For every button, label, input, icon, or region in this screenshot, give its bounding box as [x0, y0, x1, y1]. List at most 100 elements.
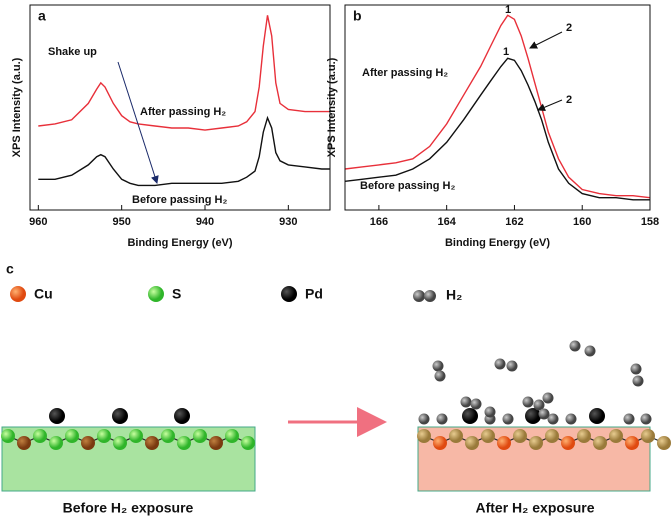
caption: After H₂ exposure [475, 500, 594, 516]
h-atom [418, 413, 430, 425]
atom [113, 436, 127, 450]
atom [481, 429, 495, 443]
h-atom [506, 360, 518, 372]
h-atom [470, 398, 482, 410]
atom [609, 429, 623, 443]
legend-label: Pd [305, 286, 323, 302]
atom [225, 429, 239, 443]
pd-atom [174, 408, 190, 424]
line [38, 115, 330, 187]
annotation: 2 [566, 94, 572, 106]
h-atom [522, 396, 534, 408]
atom [657, 436, 671, 450]
plot-frame [344, 4, 651, 211]
atom [641, 429, 655, 443]
x-axis-label: Binding Energy (eV) [127, 237, 232, 249]
annotation: Before passing H₂ [132, 194, 227, 206]
bond [423, 435, 665, 444]
atom [1, 429, 15, 443]
h-atom [460, 396, 472, 408]
annotation: After passing H₂ [140, 106, 226, 118]
h-atom [630, 363, 642, 375]
h-atom [547, 413, 559, 425]
atom [97, 429, 111, 443]
panel-label: b [353, 8, 362, 24]
legend-icon [281, 286, 297, 302]
h-atom [436, 413, 448, 425]
y-axis-label: XPS Intensity (a.u.) [11, 57, 23, 157]
panel-c: c Cu S Pd H₂ Before H₂ exposure After H₂… [1, 261, 671, 516]
shake-up-arrow [117, 61, 159, 184]
x-tick-label: 960 [29, 216, 47, 228]
x-tick-label: 160 [573, 216, 591, 228]
line [344, 14, 651, 199]
atom [129, 429, 143, 443]
pd-atom [112, 408, 128, 424]
x-tick-label: 158 [641, 216, 659, 228]
atom [145, 436, 159, 450]
annotation: Before passing H₂ [360, 180, 455, 192]
h-atom [565, 413, 577, 425]
annotation: 1 [505, 4, 511, 16]
atom [161, 429, 175, 443]
h-atom [484, 406, 496, 418]
x-tick-label: 950 [112, 216, 130, 228]
atom [561, 436, 575, 450]
atom [17, 436, 31, 450]
atom [33, 429, 47, 443]
h-atom [632, 375, 644, 387]
arrow [537, 99, 563, 111]
caption: Before H₂ exposure [63, 500, 194, 516]
atom [193, 429, 207, 443]
atom [65, 429, 79, 443]
atom [49, 436, 63, 450]
atom [241, 436, 255, 450]
h-atom [584, 345, 596, 357]
atoms [1, 340, 671, 450]
atom [545, 429, 559, 443]
legend-label: H₂ [446, 287, 462, 303]
panel-label: a [38, 8, 46, 24]
h-atom [502, 413, 514, 425]
atom [465, 436, 479, 450]
line [38, 15, 330, 131]
atom [449, 429, 463, 443]
atom [593, 436, 607, 450]
h-atom [623, 413, 635, 425]
annotation: 1 [503, 46, 509, 58]
x-tick-label: 930 [279, 216, 297, 228]
atom [433, 436, 447, 450]
y-axis-label: XPS Intensity (a.u.) [326, 57, 338, 157]
pd-atom [462, 408, 478, 424]
legend-icon [148, 286, 164, 302]
atom [497, 436, 511, 450]
arrow [529, 31, 563, 49]
legend-icon [413, 290, 425, 302]
h-atom [494, 358, 506, 370]
annotation: 2 [566, 22, 572, 34]
x-tick-label: 164 [437, 216, 456, 228]
plot-frame [29, 4, 331, 211]
annotation: After passing H₂ [362, 67, 448, 79]
x-axis-label: Binding Energy (eV) [445, 237, 550, 249]
h-atom [542, 392, 554, 404]
legend-icon [10, 286, 26, 302]
h-atom [640, 413, 652, 425]
pd-atom [589, 408, 605, 424]
atom [577, 429, 591, 443]
atom [81, 436, 95, 450]
atom [529, 436, 543, 450]
atom [177, 436, 191, 450]
h-atom [434, 370, 446, 382]
h-atom [533, 399, 545, 411]
pd-atom [49, 408, 65, 424]
h-atom [432, 360, 444, 372]
atom [209, 436, 223, 450]
legend-label: Cu [34, 286, 53, 302]
h-atom [569, 340, 581, 352]
x-tick-label: 940 [196, 216, 214, 228]
pd-atom [525, 408, 541, 424]
x-tick-label: 162 [505, 216, 523, 228]
x-tick-label: 166 [370, 216, 388, 228]
